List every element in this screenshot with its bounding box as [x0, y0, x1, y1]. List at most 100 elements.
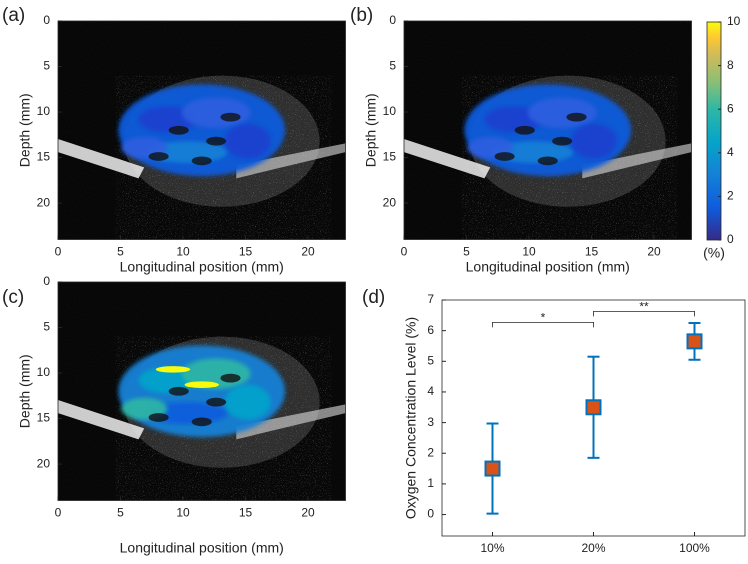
dark-gap — [494, 152, 515, 161]
y-tick-label: 15 — [37, 150, 51, 164]
dark-gap — [168, 125, 189, 135]
x-tick-label: 15 — [585, 245, 599, 259]
y-tick-label: 0 — [427, 507, 434, 521]
y-tick-label: 15 — [383, 150, 397, 164]
oxygen-blob — [181, 97, 251, 129]
y-tick-label: 0 — [43, 13, 50, 27]
y-axis-label: Depth (mm) — [17, 354, 33, 428]
y-tick-label: 20 — [37, 456, 51, 470]
colorbar-tick-label: 0 — [727, 232, 734, 246]
y-tick-label: 5 — [43, 320, 50, 334]
axes-box — [403, 20, 692, 240]
y-axis-label: Depth (mm) — [17, 93, 33, 167]
bright-streak — [58, 138, 145, 179]
y-tick-label: 20 — [383, 195, 397, 209]
x-tick-label: 5 — [463, 245, 470, 259]
y-tick-label: 1 — [427, 476, 434, 490]
y-tick-label: 7 — [427, 292, 434, 306]
high-blob — [155, 366, 191, 373]
bright-streak — [58, 399, 145, 440]
x-tick-label: 10 — [176, 245, 190, 259]
colorbar-tick-label: 10 — [727, 14, 741, 28]
image-content — [58, 21, 346, 240]
significance-bracket — [593, 310, 695, 317]
mean-marker — [585, 399, 602, 416]
ultrasound-image — [58, 282, 346, 501]
dark-gap — [206, 136, 227, 146]
dark-gap — [191, 156, 212, 166]
oxygen-blob — [224, 123, 271, 159]
y-tick-label: 10 — [383, 104, 397, 118]
ultrasound-image — [58, 21, 346, 240]
x-tick-label: 15 — [239, 506, 253, 520]
oxygen-blob — [224, 384, 271, 420]
significance-label: * — [541, 311, 546, 325]
dark-gap — [168, 386, 189, 396]
y-tick-label: 10 — [37, 104, 51, 118]
dark-gap — [206, 397, 227, 407]
y-tick-label: 2 — [427, 445, 434, 459]
x-axis-label: Longitudinal position (mm) — [466, 259, 630, 275]
x-tick-label: 10 — [176, 506, 190, 520]
x-tick-label: 20 — [301, 245, 315, 259]
axes-box — [57, 20, 346, 240]
x-tick-label: 0 — [401, 245, 408, 259]
colorbar — [706, 21, 722, 241]
bright-streak — [236, 404, 346, 440]
y-tick-label: 0 — [389, 13, 396, 27]
y-tick-label: 15 — [37, 411, 51, 425]
high-blob — [184, 381, 219, 388]
y-tick-label: 20 — [37, 195, 51, 209]
x-axis-label: Longitudinal position (mm) — [120, 540, 284, 556]
bright-streak — [236, 143, 346, 179]
significance-label: ** — [639, 300, 649, 314]
y-tick-label: 5 — [427, 353, 434, 367]
x-tick-label: 0 — [55, 506, 62, 520]
y-tick-label: 0 — [43, 274, 50, 288]
y-tick-label: 6 — [427, 323, 434, 337]
x-tick-label: 10 — [522, 245, 536, 259]
dark-gap — [566, 112, 587, 122]
dark-gap — [220, 112, 241, 122]
panel-label: (b) — [350, 5, 373, 26]
x-tick-label: 15 — [239, 245, 253, 259]
bright-streak — [582, 143, 692, 179]
x-tick-label: 20 — [647, 245, 661, 259]
dark-gap — [220, 373, 241, 383]
mean-marker — [484, 460, 501, 477]
mean-marker — [686, 333, 703, 350]
x-tick-label: 0 — [55, 245, 62, 259]
y-axis-label: Depth (mm) — [363, 93, 379, 167]
dark-gap — [148, 413, 169, 422]
dark-gap — [148, 152, 169, 161]
y-tick-label: 10 — [37, 365, 51, 379]
dark-gap — [191, 417, 212, 427]
x-tick-label: 5 — [117, 506, 124, 520]
panel-label: (d) — [362, 287, 385, 308]
bright-streak — [404, 138, 491, 179]
significance-bracket — [492, 321, 594, 328]
y-tick-label: 4 — [427, 384, 434, 398]
x-tick-label: 100% — [679, 541, 710, 555]
oxygen-blob — [570, 123, 617, 159]
dark-gap — [514, 125, 535, 135]
x-axis-label: Longitudinal position (mm) — [120, 259, 284, 275]
y-tick-label: 3 — [427, 415, 434, 429]
y-tick-label: 5 — [43, 59, 50, 73]
panel-label: (a) — [2, 5, 25, 26]
colorbar-tick-label: 2 — [727, 189, 734, 203]
dark-gap — [537, 156, 558, 166]
oxygen-blob — [527, 97, 597, 129]
colorbar-tick-label: 4 — [727, 145, 734, 159]
axes-box — [57, 281, 346, 501]
y-tick-label: 5 — [389, 59, 396, 73]
y-axis-label: Oxygen Concentration Level (%) — [403, 317, 419, 519]
ultrasound-image — [404, 21, 692, 240]
x-tick-label: 10% — [480, 541, 504, 555]
colorbar-tick-label: 8 — [727, 58, 734, 72]
x-tick-label: 20% — [581, 541, 605, 555]
colorbar-label: (%) — [703, 245, 725, 261]
x-tick-label: 5 — [117, 245, 124, 259]
dark-gap — [552, 136, 573, 146]
